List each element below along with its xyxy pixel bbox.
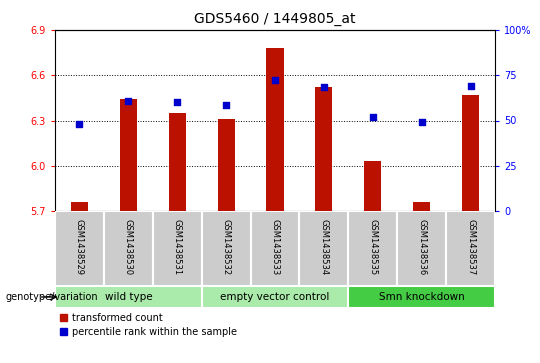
Bar	[348, 286, 495, 308]
Text: GSM1438537: GSM1438537	[466, 219, 475, 275]
Point	[320, 85, 328, 90]
Bar	[71, 202, 88, 211]
Text: empty vector control: empty vector control	[220, 292, 330, 302]
Text: GSM1438531: GSM1438531	[173, 219, 182, 275]
Legend: transformed count, percentile rank within the sample: transformed count, percentile rank withi…	[60, 313, 237, 337]
Bar	[104, 211, 153, 286]
Bar	[55, 286, 201, 308]
Point	[75, 121, 84, 126]
Text: genotype/variation: genotype/variation	[5, 292, 98, 302]
Bar	[413, 202, 430, 211]
Bar	[397, 211, 446, 286]
Bar	[218, 119, 235, 211]
Bar	[201, 286, 348, 308]
Bar	[201, 211, 251, 286]
Point	[368, 115, 377, 121]
Point	[124, 98, 133, 104]
Text: GSM1438530: GSM1438530	[124, 219, 133, 275]
Text: GSM1438536: GSM1438536	[417, 219, 426, 275]
Bar	[315, 87, 333, 211]
Bar	[462, 95, 479, 211]
Bar	[266, 48, 284, 211]
Bar	[251, 211, 300, 286]
Bar	[446, 211, 495, 286]
Bar	[153, 211, 201, 286]
Bar	[55, 211, 104, 286]
Bar	[364, 161, 381, 211]
Text: wild type: wild type	[105, 292, 152, 302]
Text: GSM1438533: GSM1438533	[271, 219, 280, 275]
Text: GSM1438535: GSM1438535	[368, 219, 377, 275]
Point	[466, 83, 475, 89]
Text: GSM1438534: GSM1438534	[319, 219, 328, 275]
Point	[271, 77, 279, 83]
Point	[173, 99, 181, 105]
Text: GSM1438532: GSM1438532	[221, 219, 231, 275]
Text: GSM1438529: GSM1438529	[75, 219, 84, 275]
Point	[417, 119, 426, 125]
Bar	[300, 211, 348, 286]
Bar	[168, 113, 186, 211]
Title: GDS5460 / 1449805_at: GDS5460 / 1449805_at	[194, 12, 356, 26]
Bar	[348, 211, 397, 286]
Point	[222, 102, 231, 108]
Bar	[120, 99, 137, 211]
Text: Smn knockdown: Smn knockdown	[379, 292, 464, 302]
